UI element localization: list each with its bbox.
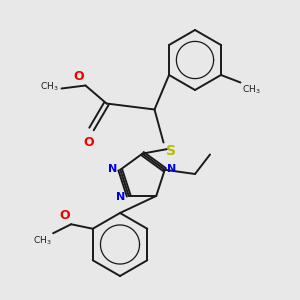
Text: CH$_3$: CH$_3$: [33, 235, 52, 247]
Text: CH$_3$: CH$_3$: [242, 83, 260, 96]
Text: O: O: [59, 209, 70, 222]
Text: N: N: [116, 191, 126, 202]
Text: CH$_3$: CH$_3$: [40, 81, 59, 93]
Text: N: N: [108, 164, 117, 174]
Text: N: N: [167, 164, 176, 174]
Text: O: O: [84, 136, 94, 148]
Text: O: O: [74, 70, 84, 83]
Text: S: S: [166, 144, 176, 158]
